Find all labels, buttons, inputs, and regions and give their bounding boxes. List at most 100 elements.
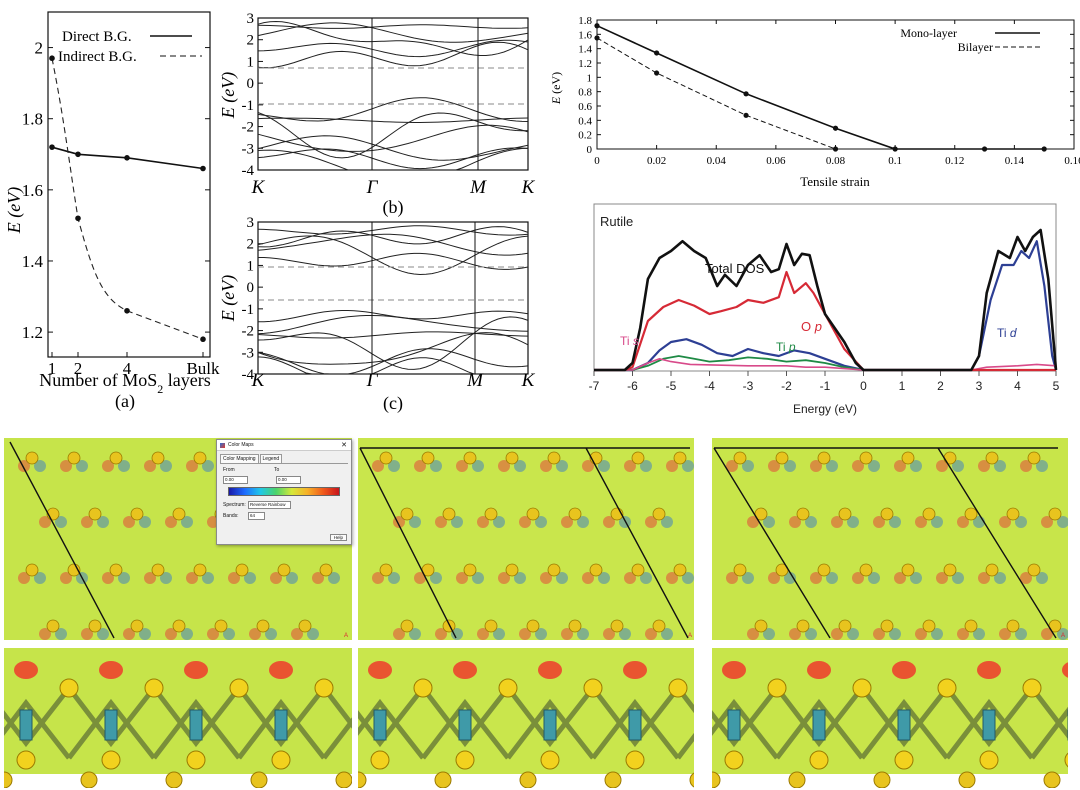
x-tick-label: -1 — [820, 379, 831, 393]
data-point-indirect — [75, 215, 81, 222]
bands-select[interactable]: 64 — [248, 512, 265, 520]
chart-band-structure-b: -4 -3 -2 -1 0 1 2 3 K Γ M K E (eV) (b) — [218, 11, 536, 218]
sulfur-atom — [172, 507, 186, 521]
legend-direct: Direct B.G. — [62, 29, 132, 45]
corner-marker: A — [344, 633, 348, 639]
sulfur-atom — [335, 771, 352, 788]
sulfur-atom — [922, 619, 936, 633]
y-tick-label: 2 — [247, 33, 255, 49]
to-input[interactable]: 0.00 — [276, 476, 301, 484]
sulfur-atom — [1043, 771, 1061, 788]
x-tick-label: 0 — [594, 155, 600, 167]
sulfur-atom — [498, 678, 518, 698]
y-tick-label: 1.2 — [22, 323, 43, 342]
sulfur-atom — [421, 451, 435, 465]
label-total-dos: Total DOS — [705, 261, 765, 276]
tab-legend[interactable]: Legend — [259, 454, 283, 463]
label-o-p: O p — [801, 319, 822, 334]
y-tick-label: -4 — [242, 163, 255, 179]
sulfur-atom — [817, 563, 831, 577]
series-line-indirect — [51, 58, 204, 340]
spectrum-select[interactable]: Reverse Rainbow — [248, 501, 291, 509]
kpoint-label: M — [466, 370, 484, 391]
sulfur-atom — [668, 678, 688, 698]
mo-atom — [274, 709, 288, 741]
chart-band-structure-c: -4 -3 -2 -1 0 1 2 3 K Γ M K E (eV) (c) — [218, 215, 536, 414]
y-tick-label: 1.4 — [578, 44, 592, 56]
y-tick-label: 3 — [247, 215, 255, 231]
sulfur-atom — [463, 563, 477, 577]
y-tick-label: -3 — [242, 141, 255, 157]
legend-mono-layer: Mono-layer — [900, 26, 957, 40]
sulfur-atom — [589, 563, 603, 577]
sulfur-atom — [852, 678, 872, 698]
band-line — [257, 135, 529, 161]
sulfur-atom — [214, 619, 228, 633]
close-icon[interactable]: ✕ — [341, 442, 347, 449]
band-line — [257, 147, 529, 171]
mo-atom — [104, 709, 118, 741]
x-tick-label: 0.14 — [1005, 155, 1025, 167]
sulfur-atom — [25, 451, 39, 465]
data-point-indirect — [124, 307, 130, 314]
sulfur-atom — [109, 451, 123, 465]
sulfur-atom — [894, 750, 914, 770]
sulfur-atom — [1027, 451, 1041, 465]
band-line — [257, 316, 529, 370]
sulfur-atom — [880, 619, 894, 633]
band-line — [257, 226, 529, 248]
kpoint-label: M — [469, 177, 487, 198]
dos-curve-ti-p — [594, 355, 1056, 371]
x-tick-label: 1 — [48, 359, 57, 378]
sulfur-atom — [1048, 507, 1062, 521]
mo-atom — [982, 709, 996, 741]
sulfur-atom — [673, 451, 687, 465]
y-tick-label: -2 — [242, 324, 255, 340]
from-input[interactable]: 0.00 — [223, 476, 248, 484]
dialog-titlebar[interactable]: Color Maps ✕ — [217, 440, 351, 451]
bands-label: Bands: — [223, 513, 239, 519]
mo-atom — [189, 709, 203, 741]
data-point-bilayer — [832, 146, 839, 152]
sulfur-atom — [838, 507, 852, 521]
y-tick-label: 0 — [247, 280, 255, 296]
sulfur-atom — [985, 563, 999, 577]
x-tick-label: -6 — [627, 379, 638, 393]
sulfur-atom — [400, 507, 414, 521]
charge-density-map-3: A — [712, 438, 1068, 640]
data-point-bilayer — [743, 112, 749, 118]
y-tick-label: 1 — [247, 54, 255, 70]
legend-indirect: Indirect B.G. — [58, 49, 137, 65]
sulfur-atom — [817, 451, 831, 465]
y-axis-label: E (eV) — [550, 72, 563, 105]
kpoint-label: Γ — [366, 177, 379, 198]
sulfur-atom — [979, 750, 999, 770]
slab-side-view-1 — [4, 648, 352, 788]
sulfur-atom — [151, 563, 165, 577]
data-point-bilayer — [654, 70, 660, 76]
corner-marker: A — [1061, 633, 1065, 639]
color-maps-dialog[interactable]: Color Maps ✕ Color Mapping Legend From T… — [216, 439, 352, 545]
sulfur-atom — [484, 507, 498, 521]
sulfur-atom — [455, 750, 475, 770]
tab-color-mapping[interactable]: Color Mapping — [220, 454, 259, 463]
sulfur-atom — [796, 619, 810, 633]
sulfur-atom — [775, 451, 789, 465]
sulfur-atom — [964, 619, 978, 633]
chart-band-gap-vs-layers: 1.21.41.61.82 1 2 4 Bulk Direct B.G. Indire… — [4, 11, 220, 412]
band-line — [257, 315, 529, 335]
sulfur-atom — [937, 678, 957, 698]
band-line — [257, 147, 529, 170]
help-button[interactable]: Help — [329, 534, 347, 541]
sulfur-atom — [101, 750, 121, 770]
color-spectrum-bar[interactable] — [228, 487, 340, 496]
sulfur-atom — [652, 507, 666, 521]
x-tick-label: 0.16 — [1064, 155, 1080, 167]
band-line — [257, 112, 529, 159]
kpoint-label: K — [251, 177, 266, 198]
sulfur-atom — [526, 507, 540, 521]
sulfur-atom — [673, 563, 687, 577]
sulfur-atom — [809, 750, 829, 770]
sulfur-atom — [1022, 678, 1042, 698]
sulfur-atom — [277, 563, 291, 577]
